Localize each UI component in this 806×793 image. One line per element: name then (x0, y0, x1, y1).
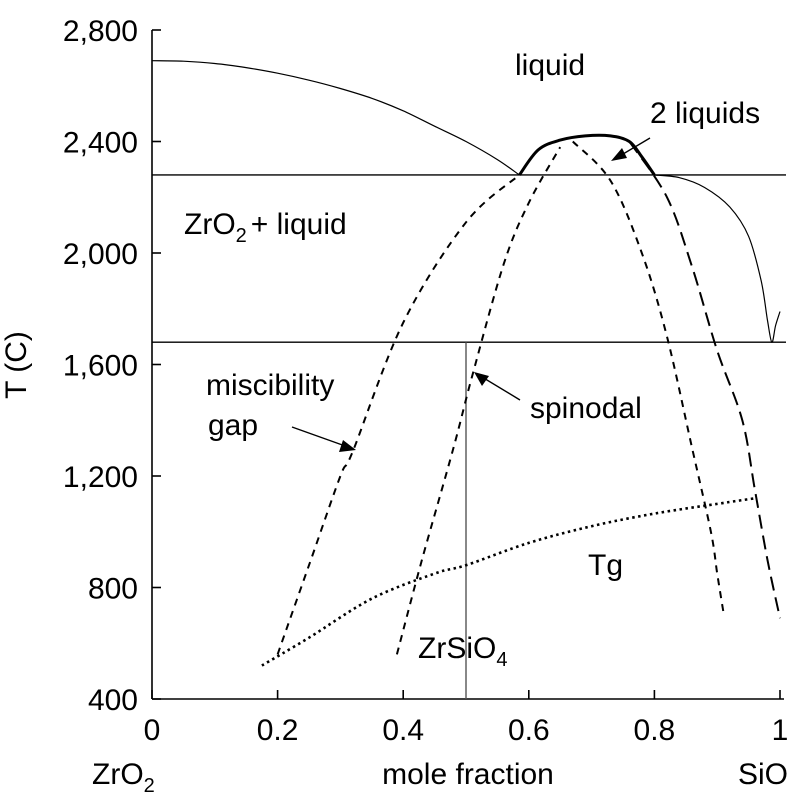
tick-marks: 400 800 1,200 1,600 2,000 2,400 2,800 0 0.2 0.4 0.… (63, 15, 788, 747)
x-tick-label: 0.8 (634, 714, 676, 747)
series-curves (151, 60, 781, 667)
y-tick-label: 2,000 (63, 238, 138, 271)
miscibility-gap-arrow (291, 426, 349, 448)
miscibility-gap-arrowhead (339, 440, 356, 452)
miscibility-label-line1: miscibility (206, 369, 334, 402)
binodal-right-curve (628, 140, 781, 619)
left-endmember-label: ZrO2 (92, 758, 155, 793)
axis-frame (151, 30, 784, 700)
two-liquids-arrowhead (611, 148, 627, 161)
y-tick-label: 400 (88, 684, 138, 717)
x-tick-label: 0.4 (382, 714, 424, 747)
annotation-arrows (291, 137, 651, 452)
y-tick-label: 1,600 (63, 350, 138, 383)
tg-label: Tg (588, 549, 623, 582)
y-tick-label: 2,800 (63, 15, 138, 48)
y-tick-label: 1,200 (63, 461, 138, 494)
x-tick-label: 0.2 (257, 714, 299, 747)
x-tick-label: 0.6 (508, 714, 550, 747)
x-tick-label: 1 (772, 714, 789, 747)
x-tick-label: 0 (144, 714, 161, 747)
y-tick-label: 2,400 (63, 127, 138, 160)
glass-transition-curve (261, 497, 756, 667)
zrsio4-label: ZrSiO4 (418, 632, 507, 671)
x-axis-label: mole fraction (382, 758, 554, 791)
spinodal-label: spinodal (530, 392, 642, 425)
y-axis-label: T (C) (0, 331, 33, 399)
liquidus-zro2-curve (151, 60, 520, 176)
spinodal-arrow (481, 376, 521, 401)
miscibility-label-line2: gap (208, 409, 258, 442)
spinodal-left-curve (395, 146, 562, 655)
spinodal-right-curve (572, 140, 725, 613)
y-tick-label: 800 (88, 573, 138, 606)
liquid-region-label: liquid (515, 49, 585, 82)
zro2-liquid-label: ZrO2 + liquid (184, 208, 347, 247)
binodal-dome-curve (518, 133, 656, 176)
liquidus-sio2-curve (654, 174, 781, 343)
spinodal-arrowhead (474, 372, 489, 386)
binodal-left-curve (276, 174, 521, 655)
two-liquids-label: 2 liquids (650, 97, 760, 130)
right-endmember-label: SiO (738, 758, 788, 791)
